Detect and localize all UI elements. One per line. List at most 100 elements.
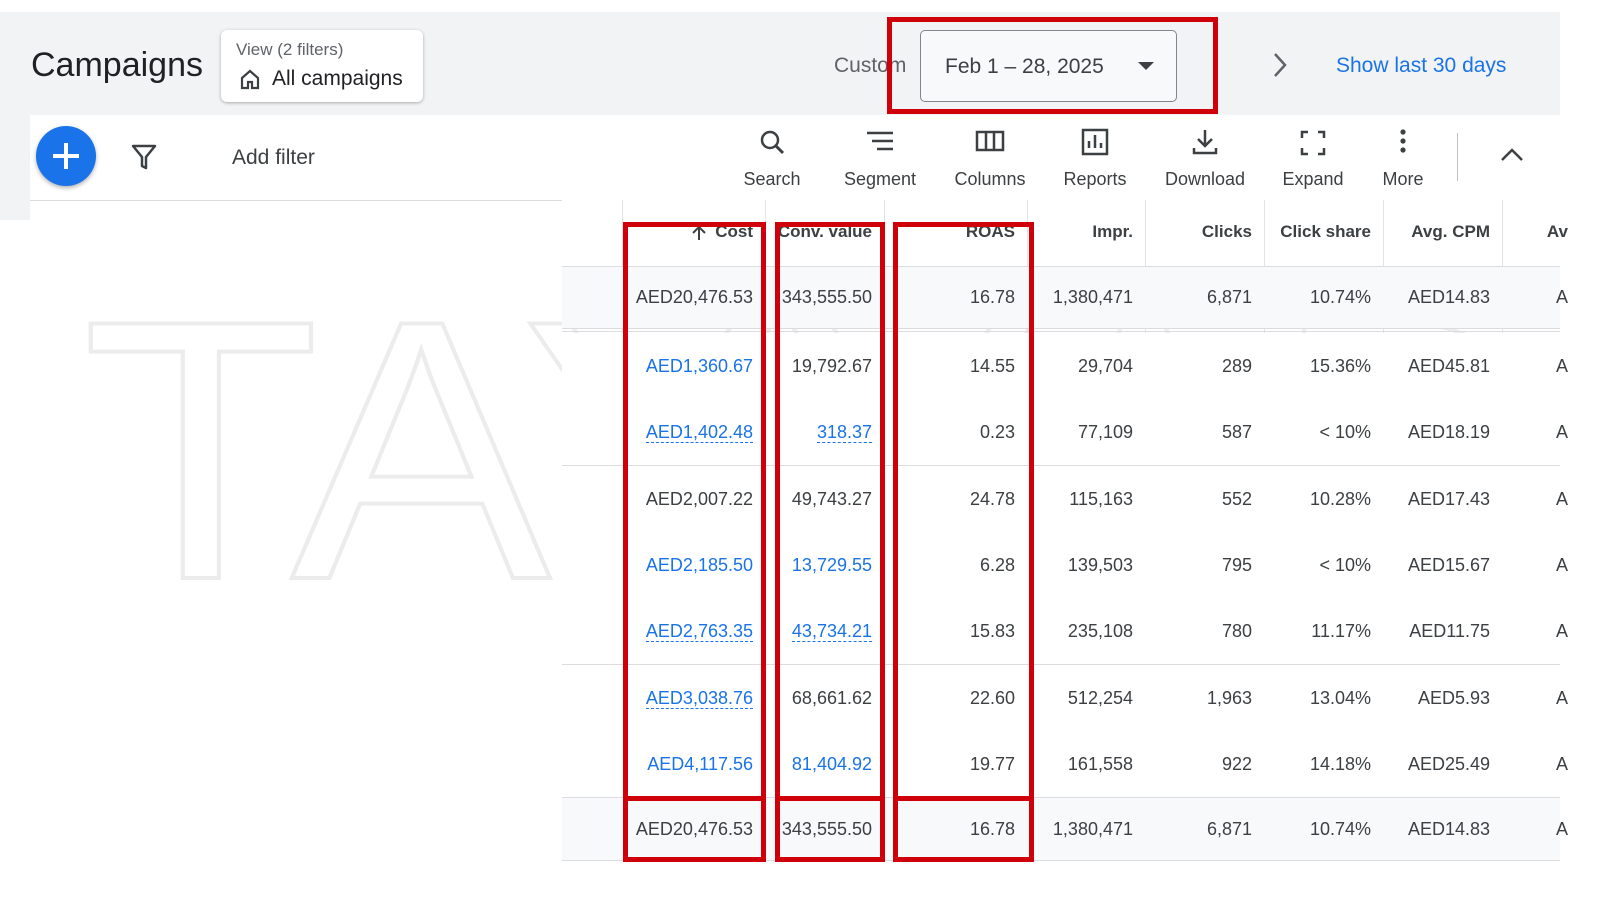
table-cell[interactable]: 81,404.92 <box>791 753 872 774</box>
table-row <box>562 333 1560 399</box>
tool-button[interactable]: Search <box>722 128 822 190</box>
table-cell: 15.36% <box>1309 356 1371 376</box>
sort-arrow <box>692 225 706 240</box>
highlight-box <box>893 222 1034 862</box>
table-cell: A <box>1555 753 1568 774</box>
table-row <box>562 730 1560 797</box>
table-cell: 343,555.50 <box>781 819 872 839</box>
column-header: Impr. <box>1092 222 1133 241</box>
tool-label: Columns <box>954 169 1026 189</box>
page-title: Campaigns <box>31 46 203 84</box>
table-row <box>562 664 1560 731</box>
table-cell[interactable]: AED4,117.56 <box>647 753 753 774</box>
table-cell[interactable]: 43,734.21 <box>791 621 872 643</box>
highlight-box <box>623 796 766 862</box>
tool-button[interactable]: Segment <box>830 128 930 190</box>
toolbar <box>30 115 1560 201</box>
table-cell: 49,743.27 <box>791 488 872 509</box>
row-divider <box>562 266 1560 267</box>
table-cell: A <box>1555 621 1568 642</box>
tool-label: Download <box>1164 169 1246 189</box>
column-header: Av <box>1546 222 1568 241</box>
table-cell: 19.77 <box>969 753 1015 774</box>
tool-button[interactable]: Download <box>1155 128 1255 190</box>
table-cell: 512,254 <box>1067 687 1133 708</box>
table-cell[interactable]: AED1,360.67 <box>645 356 753 376</box>
table-cell: A <box>1555 422 1568 443</box>
add-filter[interactable]: Add filter <box>232 146 315 169</box>
table-cell: AED15.67 <box>1407 554 1490 575</box>
row-divider <box>562 331 1560 332</box>
table-cell[interactable]: 318.37 <box>816 422 872 444</box>
table-cell: 0.23 <box>979 422 1015 443</box>
table-cell[interactable]: 13,729.55 <box>791 554 872 575</box>
add-button[interactable] <box>36 126 96 186</box>
table-cell: 1,380,471 <box>1052 819 1133 839</box>
show-last-link[interactable]: Show last 30 days <box>1336 54 1507 77</box>
table-cell[interactable]: AED1,402.48 <box>645 422 753 444</box>
table-cell: 22.60 <box>969 687 1015 708</box>
table-row <box>562 598 1560 665</box>
table-cell: 68,661.62 <box>791 687 872 708</box>
column-header: Clicks <box>1201 222 1252 241</box>
view-name: All campaigns <box>272 67 403 90</box>
tool-icon <box>1192 130 1218 155</box>
column-header: Click share <box>1280 222 1371 241</box>
table-cell: 10.28% <box>1309 488 1371 509</box>
tool-icon <box>1400 129 1406 153</box>
table-cell: < 10% <box>1319 422 1371 443</box>
table-cell[interactable]: AED2,763.35 <box>645 621 753 643</box>
tool-button[interactable]: Reports <box>1045 128 1145 190</box>
tool-icon <box>975 130 1005 152</box>
table-cell: AED45.81 <box>1407 356 1490 376</box>
date-picker[interactable]: Feb 1 – 28, 2025 <box>920 30 1177 102</box>
tool-label: More <box>1382 169 1424 189</box>
view-label: View (2 filters) <box>236 40 344 59</box>
table-cell: 289 <box>1221 356 1252 376</box>
table-cell: 16.78 <box>969 819 1015 839</box>
table-cell: 552 <box>1221 488 1252 509</box>
table-row <box>562 465 1560 532</box>
highlight-box <box>893 796 1034 862</box>
date-range: Feb 1 – 28, 2025 <box>945 55 1104 78</box>
row-divider <box>562 796 1560 798</box>
table-cell: 10.74% <box>1309 819 1371 839</box>
table-cell: 235,108 <box>1067 621 1133 642</box>
table-cell: < 10% <box>1319 554 1371 575</box>
table-cell: AED20,476.53 <box>635 819 753 839</box>
highlight-box <box>887 17 1218 114</box>
tool-label: Segment <box>843 169 917 189</box>
tool-button[interactable]: Expand <box>1263 128 1363 190</box>
highlight-box <box>775 222 885 862</box>
tool-label: Search <box>743 169 801 189</box>
tool-icon <box>1300 130 1326 156</box>
table-cell: 29,704 <box>1077 356 1133 376</box>
table-cell: AED2,007.22 <box>645 488 753 509</box>
table-row <box>562 531 1560 598</box>
tool-button[interactable]: More <box>1353 128 1453 190</box>
dropdown-icon <box>1138 62 1154 70</box>
table-cell: 6,871 <box>1206 819 1252 839</box>
table-cell: A <box>1555 356 1568 376</box>
tool-button[interactable]: Columns <box>940 128 1040 190</box>
table-cell[interactable]: AED3,038.76 <box>645 687 753 709</box>
view-selector[interactable]: View (2 filters) All campaigns <box>221 30 423 102</box>
table-cell: AED17.43 <box>1407 488 1490 509</box>
row-divider <box>562 328 1560 329</box>
table-cell: A <box>1555 554 1568 575</box>
table-cell: AED18.19 <box>1407 422 1490 443</box>
row-divider <box>562 860 1560 861</box>
table-cell: 1,963 <box>1206 687 1252 708</box>
table-cell: 15.83 <box>969 621 1015 642</box>
table-cell: AED20,476.53 <box>635 287 753 307</box>
table-cell[interactable]: AED2,185.50 <box>645 554 753 575</box>
collapse-icon[interactable] <box>1500 146 1524 162</box>
table-row <box>562 798 1560 860</box>
table-cell: 6.28 <box>979 554 1015 575</box>
table-cell: 343,555.50 <box>781 287 872 307</box>
filter-icon[interactable] <box>130 143 158 171</box>
next-arrow[interactable] <box>1270 52 1290 80</box>
table-cell: 115,163 <box>1069 488 1133 509</box>
table-row <box>562 399 1560 466</box>
column-header: Avg. CPM <box>1411 222 1490 241</box>
